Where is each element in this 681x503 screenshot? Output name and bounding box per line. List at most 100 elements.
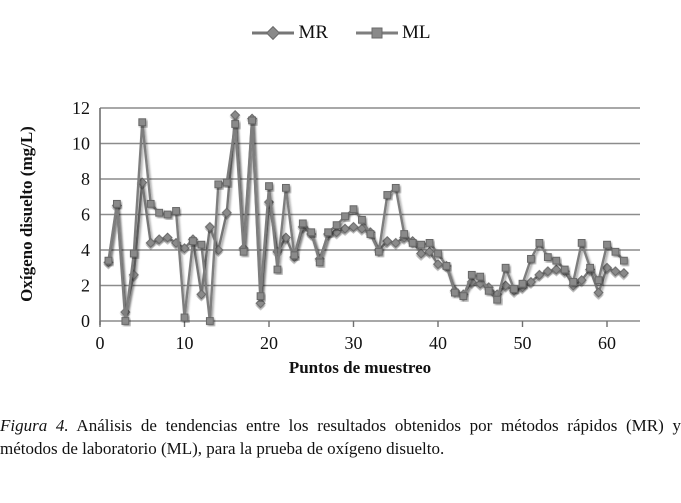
marker-ml-point-18 xyxy=(248,116,256,125)
marker-ml-point-46 xyxy=(484,286,493,295)
marker-ml-point-27 xyxy=(324,228,333,237)
marker-ml-point-47 xyxy=(493,295,502,304)
marker-mr-point-8 xyxy=(162,232,173,243)
marker-mr-point-61 xyxy=(610,266,621,277)
marker-ml-point-26 xyxy=(315,258,324,267)
chart-legend: MR ML xyxy=(0,22,681,44)
line-chart: 0 2 4 6 8 10 12 0 10 20 30 40 50 60 xyxy=(72,98,640,353)
legend-item-mr: MR xyxy=(250,22,328,44)
marker-mr-point-59 xyxy=(593,287,604,298)
marker-mr-point-5 xyxy=(137,177,148,188)
marker-ml-point-2 xyxy=(113,199,121,208)
marker-ml-point-7 xyxy=(155,208,164,217)
marker-mr-point-10 xyxy=(179,243,190,254)
marker-mr-point-16 xyxy=(230,110,241,121)
marker-mr-point-19 xyxy=(255,298,266,309)
marker-mr-point-28 xyxy=(331,227,342,238)
marker-ml-point-14 xyxy=(214,180,223,189)
x-tick-label-30: 30 xyxy=(345,333,363,353)
marker-mr-point-38 xyxy=(416,248,427,259)
marker-mr-point-14 xyxy=(213,244,224,256)
marker-ml-point-21 xyxy=(273,265,282,274)
marker-ml-point-53 xyxy=(543,253,552,261)
marker-mr-point-7 xyxy=(154,234,165,245)
y-tick-label-0: 0 xyxy=(81,311,90,331)
marker-ml-point-40 xyxy=(434,249,442,258)
marker-mr-point-22 xyxy=(280,232,291,243)
marker-mr-point-60 xyxy=(601,262,613,273)
figure-caption: Figura 4. Análisis de tendencias entre l… xyxy=(0,414,681,460)
y-tick-label-12: 12 xyxy=(72,98,90,118)
marker-ml-point-28 xyxy=(332,221,341,230)
x-tick-label-0: 0 xyxy=(96,333,105,353)
marker-ml-point-41 xyxy=(442,262,451,270)
marker-ml-point-24 xyxy=(298,219,307,228)
marker-ml-point-37 xyxy=(408,239,417,247)
marker-mr-point-48 xyxy=(500,280,511,291)
marker-ml-point-22 xyxy=(282,183,290,192)
x-axis-title: Puntos de muestreo xyxy=(288,358,432,377)
marker-ml-point-30 xyxy=(349,205,358,214)
marker-mr-point-62 xyxy=(618,267,629,279)
marker-ml-point-36 xyxy=(400,230,409,238)
marker-ml-point-11 xyxy=(189,237,197,246)
marker-ml-point-51 xyxy=(527,254,535,263)
marker-ml-point-54 xyxy=(552,256,561,265)
x-tick-label-40: 40 xyxy=(429,333,447,353)
x-tick-label-10: 10 xyxy=(176,333,194,353)
legend-label-mr: MR xyxy=(298,22,329,43)
x-tick-label-60: 60 xyxy=(598,333,616,353)
marker-ml-point-39 xyxy=(425,239,434,247)
marker-ml-point-48 xyxy=(501,263,510,272)
marker-ml-point-34 xyxy=(383,191,392,199)
marker-ml-point-49 xyxy=(510,285,518,293)
marker-mr-point-6 xyxy=(145,237,156,248)
x-tick-label-20: 20 xyxy=(260,333,278,353)
marker-ml-point-3 xyxy=(121,317,130,325)
marker-ml-point-31 xyxy=(358,215,366,224)
marker-ml-point-55 xyxy=(560,265,569,274)
marker-mr-point-30 xyxy=(348,221,359,233)
marker-ml-point-61 xyxy=(611,247,620,256)
marker-mr-point-40 xyxy=(432,259,444,270)
marker-ml-point-58 xyxy=(586,263,595,272)
mr-line-diamond-icon xyxy=(252,25,295,41)
marker-mr-point-34 xyxy=(382,236,393,247)
marker-mr-point-29 xyxy=(339,223,351,234)
marker-ml-point-38 xyxy=(417,240,426,249)
marker-ml-point-25 xyxy=(307,228,316,237)
marker-ml-point-42 xyxy=(451,288,459,297)
marker-ml-point-62 xyxy=(620,256,628,265)
series-line-mr xyxy=(107,113,625,314)
marker-ml-point-43 xyxy=(459,292,468,301)
x-tick-label-50: 50 xyxy=(514,333,532,353)
marker-ml-point-56 xyxy=(569,278,578,286)
marker-ml-point-50 xyxy=(518,279,527,288)
marker-mr-point-15 xyxy=(221,207,232,218)
chart-area: 0 2 4 6 8 10 12 0 10 20 30 40 50 60 MR ML Oxígeno dis… xyxy=(0,22,681,377)
marker-ml-point-8 xyxy=(163,210,172,219)
marker-mr-point-54 xyxy=(551,264,562,275)
marker-mr-point-53 xyxy=(542,266,553,277)
marker-mr-point-39 xyxy=(424,246,435,257)
marker-ml-point-4 xyxy=(129,249,138,258)
marker-ml-point-33 xyxy=(374,247,383,256)
y-tick-label-8: 8 xyxy=(81,169,90,189)
marker-ml-point-10 xyxy=(180,313,189,322)
marker-mr-point-12 xyxy=(196,289,207,300)
series-line-ml xyxy=(107,119,625,323)
marker-ml-point-1 xyxy=(104,256,113,265)
marker-ml-point-29 xyxy=(341,212,349,221)
marker-ml-point-5 xyxy=(138,118,147,127)
marker-ml-point-16 xyxy=(231,120,240,128)
marker-ml-point-45 xyxy=(476,272,485,281)
marker-ml-point-59 xyxy=(594,276,603,285)
marker-ml-point-57 xyxy=(577,239,586,247)
marker-ml-point-52 xyxy=(535,239,544,247)
marker-ml-point-12 xyxy=(197,240,206,249)
marker-mr-point-57 xyxy=(576,275,587,286)
marker-ml-point-60 xyxy=(603,240,611,249)
y-tick-label-10: 10 xyxy=(72,134,90,154)
y-tick-label-2: 2 xyxy=(81,276,90,296)
marker-mr-point-13 xyxy=(204,221,215,233)
